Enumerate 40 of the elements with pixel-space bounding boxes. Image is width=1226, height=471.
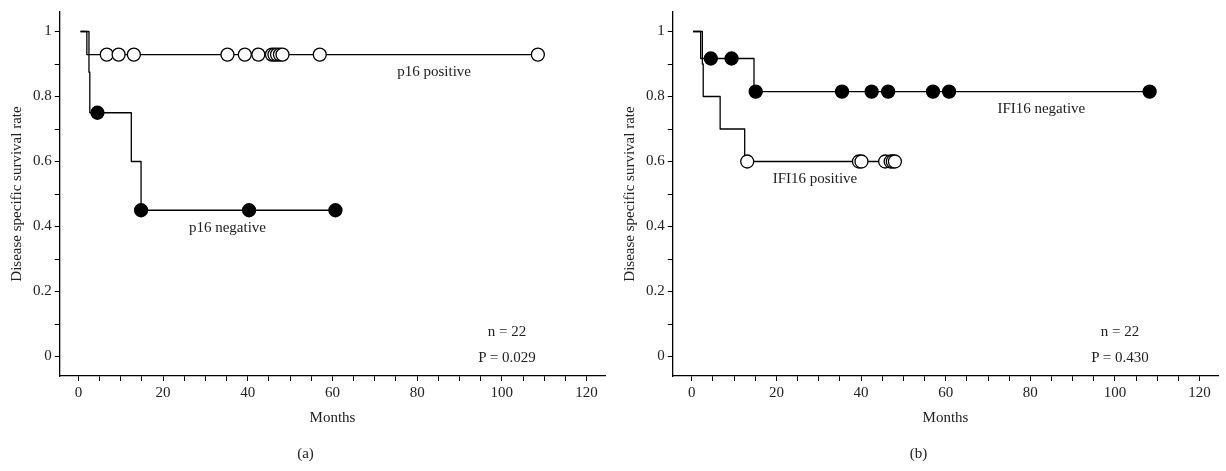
x-tick-label: 80: [409, 383, 425, 400]
annotation: P = 0.430: [1091, 349, 1149, 365]
x-tick-label: 0: [74, 383, 83, 400]
y-tick-label: 0.8: [646, 87, 665, 104]
y-tick-label: 1: [44, 22, 52, 39]
x-tick-label: 60: [938, 383, 954, 400]
annotation: n = 22: [487, 323, 527, 339]
text: (b): [909, 444, 928, 462]
x-tick-label: 0: [688, 383, 696, 400]
x-axis-title: Months: [922, 408, 969, 425]
y-tick-label: 0.6: [646, 152, 666, 169]
annotation: n = 22: [1100, 323, 1140, 339]
y-tick-label: 0: [44, 347, 52, 364]
y-tick-label: 0.8: [33, 87, 52, 104]
x-axis-title: Months: [309, 408, 356, 425]
annotation: p16 positive: [397, 63, 472, 80]
y-axis-title: Disease specific survival rate: [7, 105, 24, 282]
x-tick-label: 20: [155, 383, 171, 400]
x-tick-label: 60: [324, 383, 340, 400]
x-tick-label: 100: [490, 383, 514, 400]
x-tick-label: 20: [768, 383, 784, 400]
y-tick-label: 0.4: [646, 217, 666, 234]
y-axis-title: Disease specific survival rate: [620, 105, 637, 282]
y-tick-label: 0.6: [33, 152, 53, 169]
x-tick-label: 40: [853, 383, 869, 400]
y-tick-label: 0.2: [33, 282, 52, 299]
y-tick-label: 1: [657, 22, 665, 39]
annotation: IFI16 negative: [997, 100, 1086, 117]
annotation: P = 0.029: [478, 349, 536, 365]
y-tick-label: 0.4: [33, 217, 53, 234]
text: (a): [297, 444, 314, 462]
annotation: IFI16 positive: [772, 169, 858, 186]
x-tick-label: 120: [575, 383, 598, 400]
y-tick-label: 0.2: [646, 282, 665, 299]
y-tick-label: 0: [657, 347, 665, 364]
annotation: p16 negative: [188, 218, 267, 235]
x-tick-label: 100: [1103, 383, 1127, 400]
x-tick-label: 80: [1022, 383, 1038, 400]
x-tick-label: 40: [240, 383, 256, 400]
x-tick-label: 120: [1188, 383, 1211, 400]
